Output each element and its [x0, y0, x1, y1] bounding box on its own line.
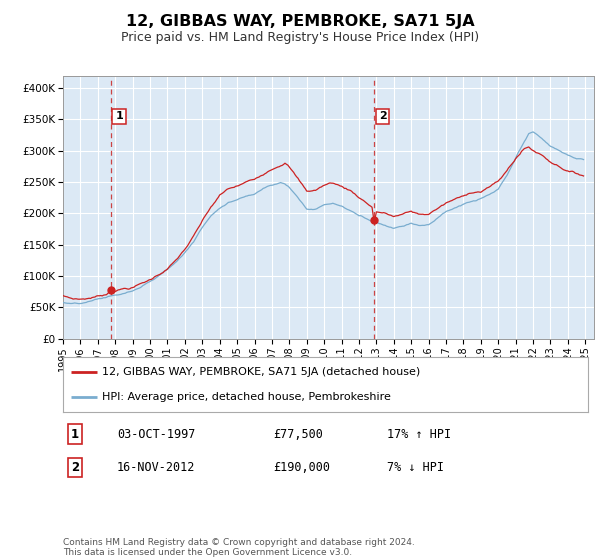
Text: £190,000: £190,000	[273, 461, 330, 474]
Text: 03-OCT-1997: 03-OCT-1997	[117, 427, 196, 441]
Text: 2: 2	[71, 461, 79, 474]
Text: 2: 2	[379, 111, 386, 122]
Text: HPI: Average price, detached house, Pembrokeshire: HPI: Average price, detached house, Pemb…	[103, 392, 391, 402]
Text: £77,500: £77,500	[273, 427, 323, 441]
Text: 16-NOV-2012: 16-NOV-2012	[117, 461, 196, 474]
Text: 12, GIBBAS WAY, PEMBROKE, SA71 5JA (detached house): 12, GIBBAS WAY, PEMBROKE, SA71 5JA (deta…	[103, 367, 421, 376]
Text: Contains HM Land Registry data © Crown copyright and database right 2024.
This d: Contains HM Land Registry data © Crown c…	[63, 538, 415, 557]
Text: 1: 1	[71, 427, 79, 441]
Text: 12, GIBBAS WAY, PEMBROKE, SA71 5JA: 12, GIBBAS WAY, PEMBROKE, SA71 5JA	[125, 14, 475, 29]
Text: 7% ↓ HPI: 7% ↓ HPI	[387, 461, 444, 474]
Text: 1: 1	[115, 111, 123, 122]
Text: Price paid vs. HM Land Registry's House Price Index (HPI): Price paid vs. HM Land Registry's House …	[121, 31, 479, 44]
Text: 17% ↑ HPI: 17% ↑ HPI	[387, 427, 451, 441]
